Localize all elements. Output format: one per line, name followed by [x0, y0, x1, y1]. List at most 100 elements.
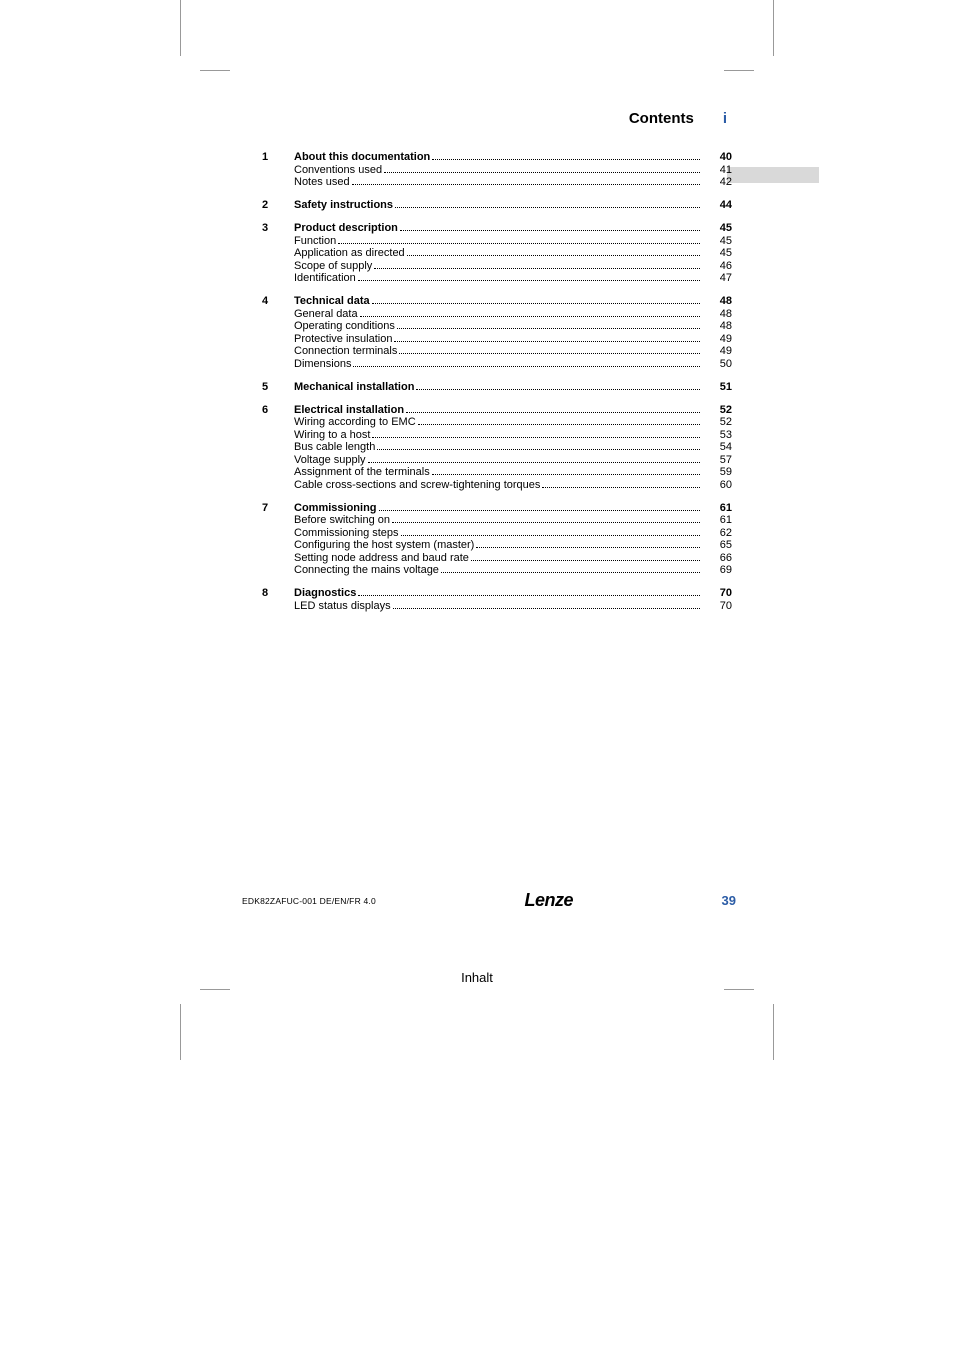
toc-section: 1About this documentation40Conventions u… [262, 152, 732, 188]
page-header: Contents i [629, 108, 736, 130]
toc-title-col: LED status displays [294, 601, 704, 612]
toc-label: Application as directed [294, 248, 405, 259]
toc-row: 6Electrical installation52 [262, 405, 732, 416]
toc-section: 7Commissioning61Before switching on61Com… [262, 503, 732, 577]
toc-leader-dots [372, 431, 700, 438]
toc-page: 61 [704, 515, 732, 526]
toc-page: 45 [704, 236, 732, 247]
toc-label: Scope of supply [294, 261, 372, 272]
toc-label: Connection terminals [294, 346, 397, 357]
toc-title-col: Mechanical installation [294, 382, 704, 393]
toc-title-col: Technical data [294, 296, 704, 307]
crop-mark [724, 989, 754, 990]
toc-title-col: Protective insulation [294, 334, 704, 345]
toc-label: Identification [294, 273, 356, 284]
toc-page: 66 [704, 553, 732, 564]
toc-section-number: 1 [262, 152, 294, 163]
toc-section: 2Safety instructions44 [262, 200, 732, 211]
toc-leader-dots [397, 322, 700, 329]
thumb-index-bar [727, 167, 819, 183]
crop-mark [773, 1004, 774, 1060]
page-number: 39 [722, 893, 736, 908]
toc-label: Diagnostics [294, 588, 356, 599]
toc-leader-dots [400, 224, 700, 231]
toc-row: LED status displays70 [262, 601, 732, 612]
toc-row: Connecting the mains voltage 69 [262, 565, 732, 576]
toc-label: Operating conditions [294, 321, 395, 332]
toc-title-col: Notes used [294, 177, 704, 188]
toc-label: Dimensions [294, 359, 351, 370]
toc-label: Bus cable length [294, 442, 375, 453]
toc-page: 49 [704, 334, 732, 345]
toc-leader-dots [393, 602, 700, 609]
toc-leader-dots [392, 516, 700, 523]
toc-leader-dots [379, 504, 700, 511]
header-title: Contents [629, 110, 694, 127]
toc-label: Commissioning [294, 503, 377, 514]
toc-row: Protective insulation 49 [262, 334, 732, 345]
toc-title-col: Electrical installation [294, 405, 704, 416]
toc-label: Wiring to a host [294, 430, 370, 441]
toc-page: 46 [704, 261, 732, 272]
toc-title-col: Safety instructions [294, 200, 704, 211]
toc-label: Protective insulation [294, 334, 392, 345]
toc-row: Connection terminals49 [262, 346, 732, 357]
toc-section: 6Electrical installation52Wiring accordi… [262, 405, 732, 491]
toc-page: 69 [704, 565, 732, 576]
toc-leader-dots [374, 262, 700, 269]
toc-title-col: Commissioning steps [294, 528, 704, 539]
toc-page: 52 [704, 417, 732, 428]
toc-title-col: Assignment of the terminals [294, 467, 704, 478]
toc-page: 61 [704, 503, 732, 514]
toc-row: Voltage supply57 [262, 455, 732, 466]
toc-row: Wiring to a host 53 [262, 430, 732, 441]
toc-page: 42 [704, 177, 732, 188]
toc-section: 8Diagnostics70 LED status displays70 [262, 588, 732, 612]
toc-page: 52 [704, 405, 732, 416]
crop-mark [773, 0, 774, 56]
toc-row: Commissioning steps62 [262, 528, 732, 539]
toc-label: Notes used [294, 177, 350, 188]
toc-label: LED status displays [294, 601, 391, 612]
toc-row: Scope of supply 46 [262, 261, 732, 272]
toc-row: Notes used 42 [262, 177, 732, 188]
toc-section-number: 7 [262, 503, 294, 514]
toc-leader-dots [476, 541, 700, 548]
toc-page: 45 [704, 248, 732, 259]
toc-leader-dots [432, 468, 700, 475]
toc-row: Setting node address and baud rate66 [262, 553, 732, 564]
toc-title-col: Bus cable length [294, 442, 704, 453]
toc-row: 8Diagnostics70 [262, 588, 732, 599]
toc-page: 41 [704, 165, 732, 176]
toc-title-col: Scope of supply [294, 261, 704, 272]
toc-row: Assignment of the terminals59 [262, 467, 732, 478]
toc-leader-dots [416, 383, 700, 390]
toc-label: Wiring according to EMC [294, 417, 416, 428]
sheet-label: Inhalt [0, 970, 954, 985]
toc-page: 53 [704, 430, 732, 441]
toc-title-col: Connection terminals [294, 346, 704, 357]
toc-label: About this documentation [294, 152, 430, 163]
toc-leader-dots [407, 249, 700, 256]
toc-label: Before switching on [294, 515, 390, 526]
toc-leader-dots [372, 297, 700, 304]
toc-page: 57 [704, 455, 732, 466]
toc-leader-dots [542, 481, 700, 488]
toc-row: Identification47 [262, 273, 732, 284]
toc-page: 60 [704, 480, 732, 491]
toc-row: Operating conditions48 [262, 321, 732, 332]
toc-title-col: Cable cross-sections and screw-tightenin… [294, 480, 704, 491]
crop-mark [200, 70, 230, 71]
toc-leader-dots [384, 166, 700, 173]
toc-title-col: About this documentation [294, 152, 704, 163]
toc-label: Electrical installation [294, 405, 404, 416]
toc-page: 50 [704, 359, 732, 370]
toc-row: 4Technical data48 [262, 296, 732, 307]
toc-row: Before switching on 61 [262, 515, 732, 526]
toc-leader-dots [353, 360, 700, 367]
toc-section-number: 8 [262, 588, 294, 599]
toc-page: 48 [704, 309, 732, 320]
toc-label: Connecting the mains voltage [294, 565, 439, 576]
toc-section-number: 2 [262, 200, 294, 211]
toc-row: Bus cable length54 [262, 442, 732, 453]
